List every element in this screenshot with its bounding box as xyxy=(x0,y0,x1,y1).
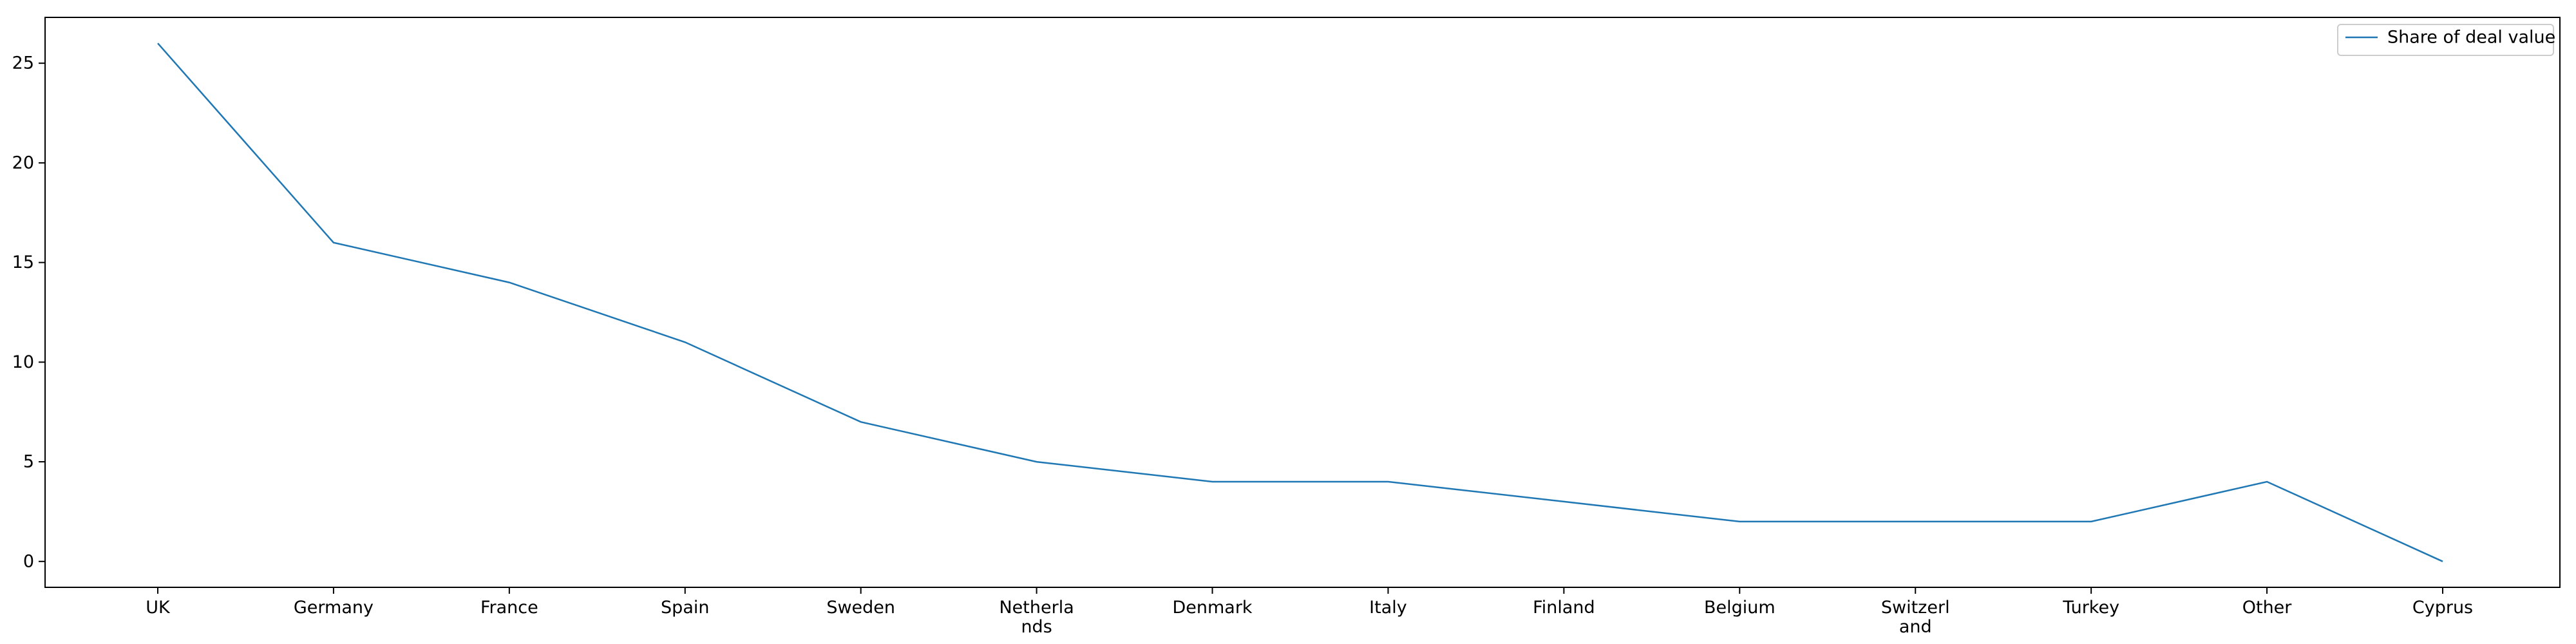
x-tick-label: Belgium xyxy=(1704,598,1776,618)
legend-box xyxy=(2337,24,2554,56)
x-tick-label-line: Germany xyxy=(294,598,374,618)
legend: Share of deal value xyxy=(2337,24,2555,56)
x-tick-label-line: Finland xyxy=(1533,598,1595,618)
x-tick-label: Turkey xyxy=(2062,598,2119,618)
x-tick-label-line: nds xyxy=(1021,617,1052,637)
x-tick-label: UK xyxy=(146,598,171,618)
y-tick-label: 10 xyxy=(12,352,34,372)
y-tick-label: 20 xyxy=(12,153,34,173)
x-tick-label-line: France xyxy=(480,598,538,618)
x-tick-label: Switzerl and xyxy=(1881,598,1950,637)
y-tick-label: 0 xyxy=(23,551,34,571)
y-tick-label: 25 xyxy=(12,53,34,73)
plot-area-frame xyxy=(44,17,2561,588)
x-tick-label: Netherla nds xyxy=(999,598,1074,637)
x-tick-label-line: Belgium xyxy=(1704,598,1776,618)
x-tick-label: France xyxy=(480,598,538,618)
x-tick-label-line: Denmark xyxy=(1172,598,1252,618)
x-tick-label: Denmark xyxy=(1172,598,1252,618)
x-tick-label-line: Italy xyxy=(1369,598,1407,618)
x-tick-label-line: Turkey xyxy=(2062,598,2119,618)
x-tick-label: Spain xyxy=(661,598,709,618)
series-line-share-of-deal-value xyxy=(157,43,2443,562)
x-tick-label: Finland xyxy=(1533,598,1595,618)
x-tick-label-line: Sweden xyxy=(826,598,895,618)
x-tick-label-line: Other xyxy=(2242,598,2293,618)
x-tick-label: Germany xyxy=(294,598,374,618)
x-tick-label-line: and xyxy=(1899,617,1932,637)
y-tick-label: 15 xyxy=(12,252,34,272)
x-tick-label: Cyprus xyxy=(2412,598,2473,618)
x-tick-label: Other xyxy=(2242,598,2293,618)
x-tick-label: Italy xyxy=(1369,598,1407,618)
legend-label-share-of-deal-value: Share of deal value xyxy=(2387,28,2555,48)
y-tick-label: 5 xyxy=(23,452,34,472)
x-axis-ticks: UK Germany France Spain Sweden Netherla nds Den… xyxy=(146,587,2473,637)
x-tick-label-line: Spain xyxy=(661,598,709,618)
x-tick-label-line: Switzerl xyxy=(1881,598,1950,618)
x-tick-label-line: Netherla xyxy=(999,598,1074,618)
x-tick-label: Sweden xyxy=(826,598,895,618)
y-axis-ticks: 0 5 10 15 20 25 xyxy=(12,53,45,571)
x-tick-label-line: Cyprus xyxy=(2412,598,2473,618)
x-tick-label-line: UK xyxy=(146,598,171,618)
